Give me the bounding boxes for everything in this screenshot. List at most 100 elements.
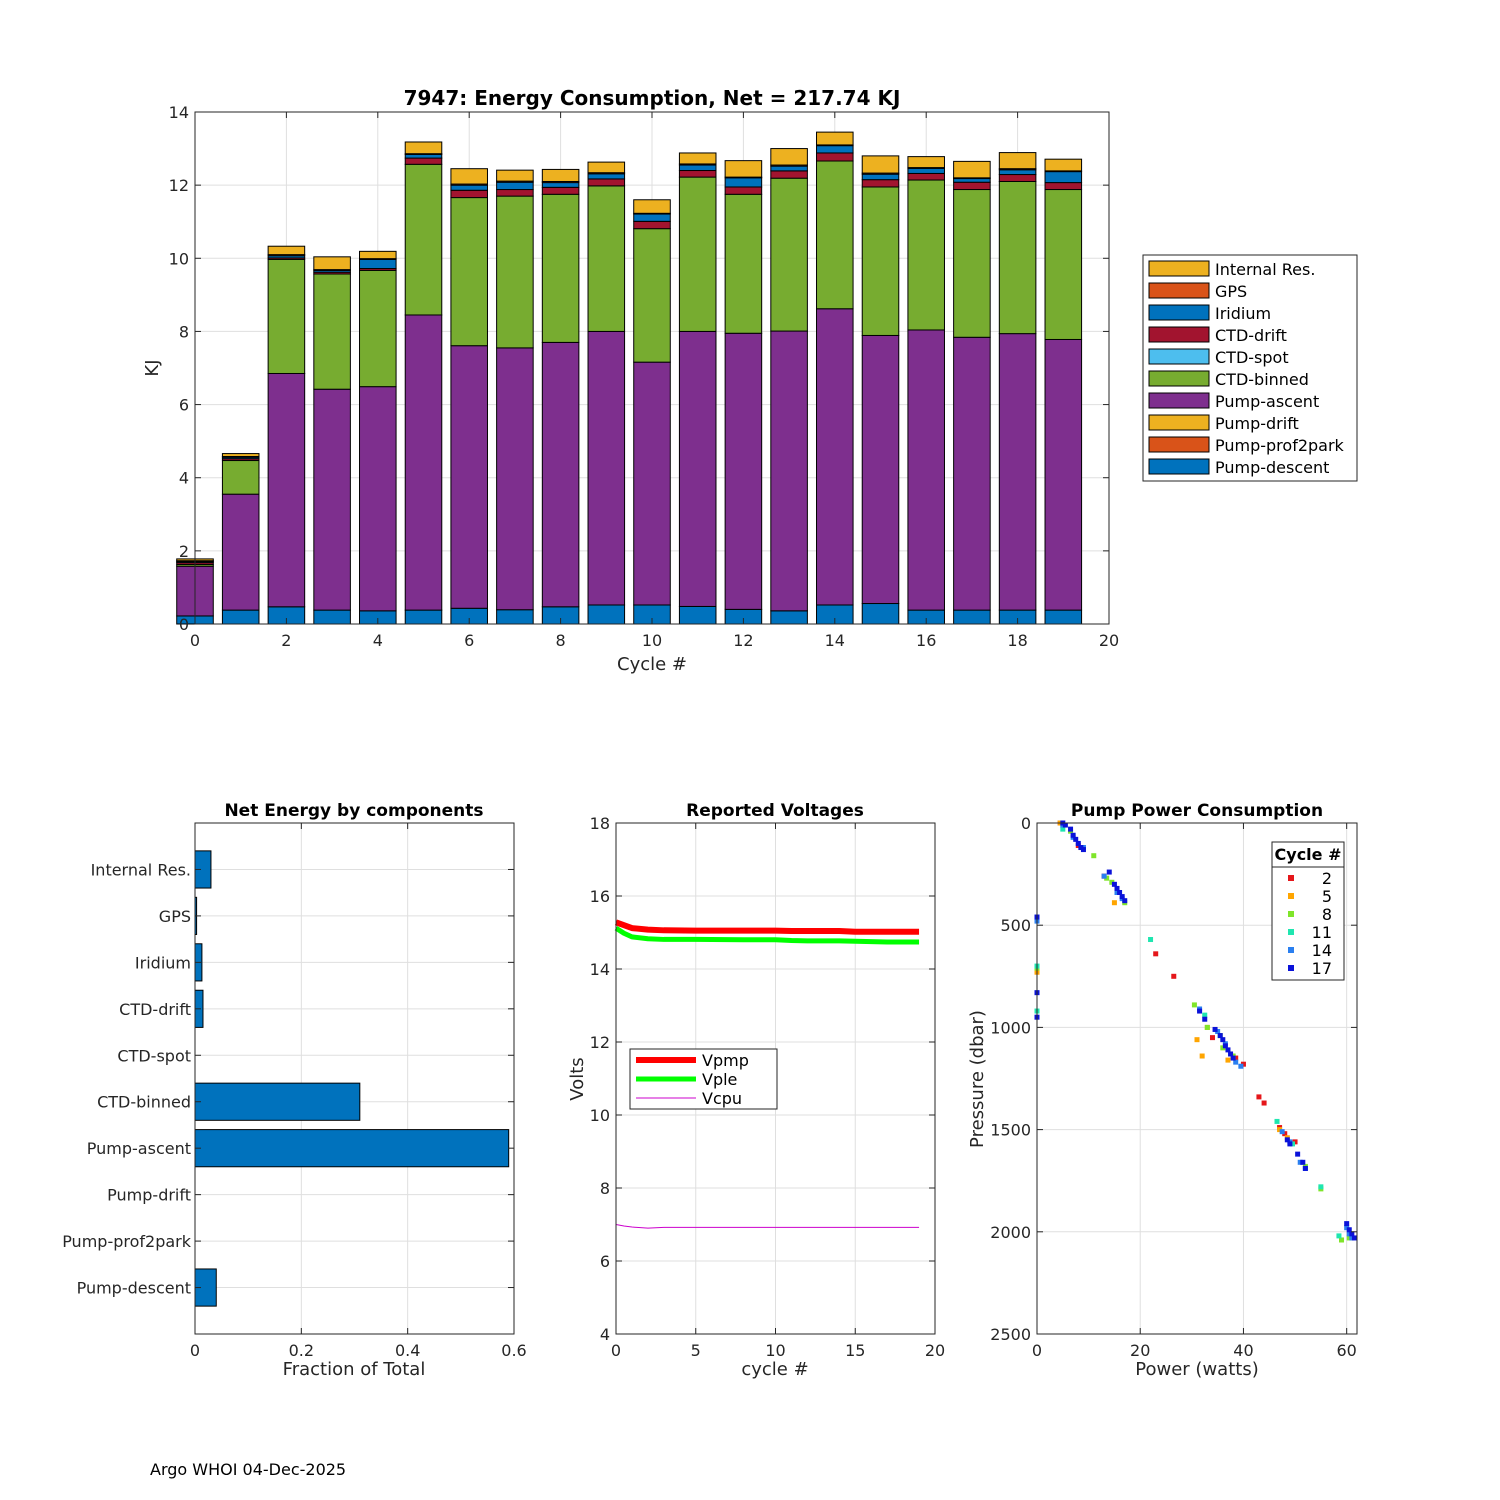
bar-ctd-binned-cycle-1 xyxy=(221,460,260,495)
bar-ctd-binned-cycle-17 xyxy=(953,189,991,338)
point-cycle-8 xyxy=(1339,1237,1345,1243)
net-energy-components-chart: 0 0.2 0.4 0.6 Pump-descent Pump-prof2park Pump… xyxy=(62,801,527,1380)
point-cycle-2 xyxy=(1256,1094,1262,1100)
voltages-y-axis-label: Volts xyxy=(567,1057,588,1100)
voltages-x-tick-label: 0 xyxy=(611,1341,621,1360)
energy-legend-label: Pump-ascent xyxy=(1215,392,1319,411)
point-cycle-17 xyxy=(1122,898,1128,904)
bar-ctd-drift-cycle-13 xyxy=(770,170,808,179)
bar-ctd-binned-cycle-9 xyxy=(587,185,626,332)
bar-ctd-drift-cycle-8 xyxy=(541,186,580,195)
bar-pump-ascent-cycle-7 xyxy=(496,347,534,611)
pump-legend-label: 11 xyxy=(1312,923,1332,942)
bar-internal-res--cycle-16 xyxy=(907,156,945,169)
components-category-label: Pump-prof2park xyxy=(62,1232,192,1251)
point-cycle-17 xyxy=(1302,1165,1308,1171)
bar-ctd-binned-cycle-10 xyxy=(633,228,671,363)
bar-pump-ascent-cycle-10 xyxy=(633,361,671,606)
point-cycle-11 xyxy=(1289,1141,1295,1147)
energy-y-tick-label: 2 xyxy=(179,542,189,561)
bar-iridium-cycle-10 xyxy=(633,213,671,222)
bar-internal-res--cycle-18 xyxy=(998,152,1037,170)
components-category-label: Pump-ascent xyxy=(87,1139,191,1158)
bar-ctd-drift-cycle-19 xyxy=(1044,182,1083,191)
bar-ctd-binned-cycle-11 xyxy=(678,176,717,332)
energy-legend-swatch xyxy=(1148,260,1210,277)
bar-iridium-cycle-5 xyxy=(404,153,443,159)
bar-ctd-binned-cycle-4 xyxy=(359,269,397,388)
point-cycle-17 xyxy=(1080,847,1086,853)
bar-iridium-cycle-7 xyxy=(496,181,534,191)
voltages-axes-box xyxy=(615,822,936,1335)
point-cycle-17 xyxy=(1202,1016,1208,1022)
voltages-legend-label: Vcpu xyxy=(702,1089,742,1108)
point-cycle-5 xyxy=(1225,1057,1231,1063)
components-category-label: Iridium xyxy=(135,953,191,972)
bar-pump-ascent-cycle-11 xyxy=(678,330,717,607)
point-cycle-14 xyxy=(1238,1063,1244,1069)
bar-iridium-cycle-8 xyxy=(541,182,580,188)
bar-pump-descent-cycle-3 xyxy=(313,609,351,625)
point-cycle-17 xyxy=(1228,1051,1234,1057)
bar-iridium-cycle-13 xyxy=(770,165,808,172)
point-cycle-14 xyxy=(1346,1231,1352,1237)
bar-ctd-drift-cycle-11 xyxy=(678,170,717,178)
bar-pump-descent-cycle-11 xyxy=(678,605,717,625)
point-cycle-17 xyxy=(1106,869,1112,875)
pump-y-tick-label: 1000 xyxy=(990,1018,1031,1037)
bar-internal-res--cycle-3 xyxy=(313,256,351,271)
bar-pump-ascent-cycle-15 xyxy=(861,334,900,605)
energy-x-tick-label: 0 xyxy=(190,631,200,650)
voltages-y-tick-label: 16 xyxy=(590,887,610,906)
point-cycle-17 xyxy=(1062,822,1068,828)
bar-pump-ascent-cycle-5 xyxy=(404,314,443,611)
pump-legend-label: 14 xyxy=(1312,941,1332,960)
point-cycle-14 xyxy=(1101,873,1107,879)
bar-internal-res--cycle-19 xyxy=(1044,158,1083,172)
energy-y-tick-label: 14 xyxy=(169,103,189,122)
energy-legend-swatch xyxy=(1148,392,1210,409)
voltages-y-tick-label: 8 xyxy=(600,1179,610,1198)
point-cycle-17 xyxy=(1114,885,1120,891)
components-x-axis-label: Fraction of Total xyxy=(283,1359,426,1380)
bar-ctd-drift-cycle-9 xyxy=(587,178,626,187)
pump-legend-box xyxy=(1271,841,1345,981)
bar-ctd-drift-cycle-10 xyxy=(633,220,671,230)
pump-x-tick-label: 20 xyxy=(1130,1341,1150,1360)
line-vpmp xyxy=(614,919,920,935)
bar-ctd-drift-cycle-6 xyxy=(450,189,488,199)
bar-internal-res--cycle-5 xyxy=(404,141,443,155)
voltages-y-tick-label: 4 xyxy=(600,1325,610,1344)
point-cycle-14 xyxy=(1233,1059,1239,1065)
point-cycle-17 xyxy=(1078,845,1084,851)
energy-axes-box xyxy=(194,111,1110,625)
pump-y-tick-label: 2000 xyxy=(990,1223,1031,1242)
point-cycle-17 xyxy=(1295,1151,1301,1157)
point-cycle-2 xyxy=(1233,1055,1239,1061)
point-cycle-17 xyxy=(1300,1159,1306,1165)
point-cycle-17 xyxy=(1346,1227,1352,1233)
energy-legend-swatch xyxy=(1148,370,1210,387)
bar-ctd-binned-cycle-5 xyxy=(404,163,443,316)
bar-internal-res--cycle-6 xyxy=(450,168,488,185)
point-cycle-2 xyxy=(1153,951,1159,957)
pump-x-axis-label: Power (watts) xyxy=(1135,1359,1258,1380)
energy-consumption-chart: 0 2 4 6 8 10 12 14 16 18 20 0 2 4 6 8 10 12 14 7947: Energ… xyxy=(142,86,1358,675)
energy-x-tick-label: 4 xyxy=(373,631,383,650)
bar-internal-res--cycle-11 xyxy=(678,152,717,165)
bar-ctd-binned-cycle-3 xyxy=(313,273,351,390)
energy-legend-label: CTD-binned xyxy=(1215,370,1309,389)
pump-legend-marker xyxy=(1288,893,1294,899)
hbar-pump-ascent xyxy=(194,1129,510,1168)
voltages-legend-label: Vpmp xyxy=(702,1051,749,1070)
bar-ctd-drift-cycle-7 xyxy=(496,189,534,197)
energy-y-tick-label: 10 xyxy=(169,249,189,268)
bar-internal-res--cycle-1 xyxy=(221,453,260,458)
energy-legend-swatch xyxy=(1148,458,1210,475)
energy-legend-label: Pump-drift xyxy=(1215,414,1299,433)
energy-legend-swatch xyxy=(1148,304,1210,321)
pump-y-tick-label: 1500 xyxy=(990,1121,1031,1140)
energy-x-axis-label: Cycle # xyxy=(617,654,687,675)
